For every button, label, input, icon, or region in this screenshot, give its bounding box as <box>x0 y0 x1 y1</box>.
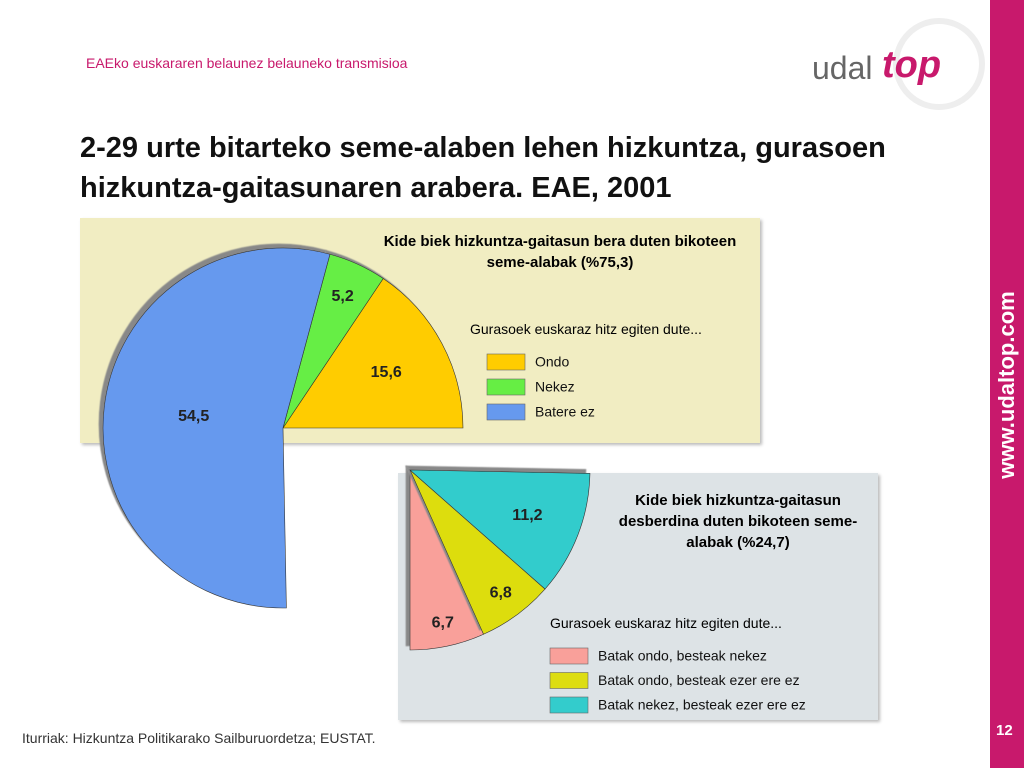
legend-label: Batak nekez, besteak ezer ere ez <box>598 697 806 713</box>
logo-ring <box>893 18 985 110</box>
sidebar <box>990 0 1024 768</box>
logo-text: udal <box>812 50 873 86</box>
pie-slice <box>409 469 591 590</box>
slide-title: 2-29 urte bitarteko seme-alaben lehen hi… <box>80 132 886 204</box>
legend-swatch <box>486 353 526 371</box>
legend-label: Batere ez <box>535 404 595 420</box>
legend-swatch <box>549 647 589 665</box>
legend-label: Ondo <box>535 354 569 370</box>
slice-label: 6,7 <box>432 614 454 631</box>
slide-subtitle: EAEko euskararen belaunez belauneko tran… <box>86 55 408 71</box>
legend-label: Batak ondo, besteak nekez <box>598 648 767 664</box>
legend-swatch <box>549 672 589 689</box>
legend-swatch <box>549 696 589 714</box>
source: Iturriak: Hizkuntza Politikarako Sailbur… <box>22 730 376 746</box>
logo-text: top <box>882 44 942 86</box>
slice-label: 11,2 <box>512 507 542 524</box>
chart-title: Kide biek hizkuntza-gaitasun desberdina … <box>618 492 858 551</box>
chart-subtitle: Gurasoek euskaraz hitz egiten dute... <box>470 321 702 337</box>
pie-slice <box>102 247 331 609</box>
chart-subtitle: Gurasoek euskaraz hitz egiten dute... <box>550 615 782 631</box>
chart-title: Kide biek hizkuntza-gaitasun bera duten … <box>383 233 737 271</box>
legend-swatch <box>486 378 526 396</box>
legend-label: Batak ondo, besteak ezer ere ez <box>598 672 800 688</box>
slice-label: 54,5 <box>178 408 209 425</box>
pie-slice <box>282 278 464 429</box>
legend-label: Nekez <box>535 379 575 395</box>
page-number: 12 <box>996 722 1013 739</box>
slice-label: 5,2 <box>332 288 354 305</box>
slice-label: 6,8 <box>490 584 512 601</box>
legend-swatch <box>486 403 526 421</box>
slice-label: 15,6 <box>371 364 402 381</box>
